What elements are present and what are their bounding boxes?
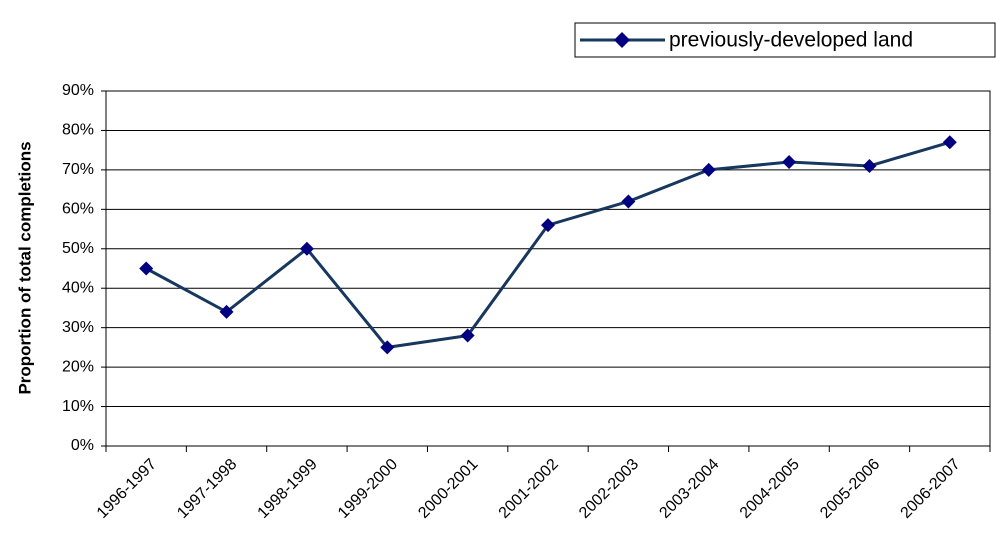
y-tick-label: 10% (62, 398, 94, 415)
y-tick-label: 90% (62, 82, 94, 99)
y-tick-label: 20% (62, 358, 94, 375)
x-tick-label: 2005-2006 (817, 456, 883, 522)
marker (380, 340, 395, 355)
legend-marker (614, 32, 630, 48)
x-tick-label: 2006-2007 (898, 456, 964, 522)
marker (782, 155, 797, 169)
x-tick-label: 1997-1998 (174, 456, 240, 522)
y-tick-label: 0% (71, 437, 94, 454)
marker (701, 162, 716, 177)
x-tick-label: 1996-1997 (94, 456, 160, 522)
marker (460, 328, 475, 343)
marker (862, 158, 877, 173)
y-tick-label: 80% (62, 122, 94, 139)
y-axis-title: Proportion of total completions (15, 141, 34, 394)
x-tick-label: 2002-2003 (576, 456, 642, 522)
y-tick-label: 60% (62, 201, 94, 218)
y-tick-label: 70% (62, 161, 94, 178)
x-tick-label: 2000-2001 (415, 456, 481, 522)
x-tick-label: 1999-2000 (335, 456, 401, 522)
series-line (145, 140, 951, 349)
y-tick-label: 40% (62, 279, 94, 296)
x-tick-label: 2004-2005 (737, 456, 803, 522)
y-tick-label: 50% (62, 240, 94, 257)
marker (299, 241, 314, 256)
marker (942, 135, 957, 150)
x-tick-label: 2003-2004 (656, 456, 722, 522)
marker (621, 194, 636, 209)
y-tick-label: 30% (62, 319, 94, 336)
marker (139, 261, 154, 276)
plot-border (105, 90, 991, 447)
marker (219, 304, 234, 319)
x-tick-label: 1998-1999 (255, 456, 321, 522)
legend-label: previously-developed land (669, 29, 913, 52)
x-tick-label: 2001-2002 (496, 456, 562, 522)
marker (541, 218, 555, 233)
